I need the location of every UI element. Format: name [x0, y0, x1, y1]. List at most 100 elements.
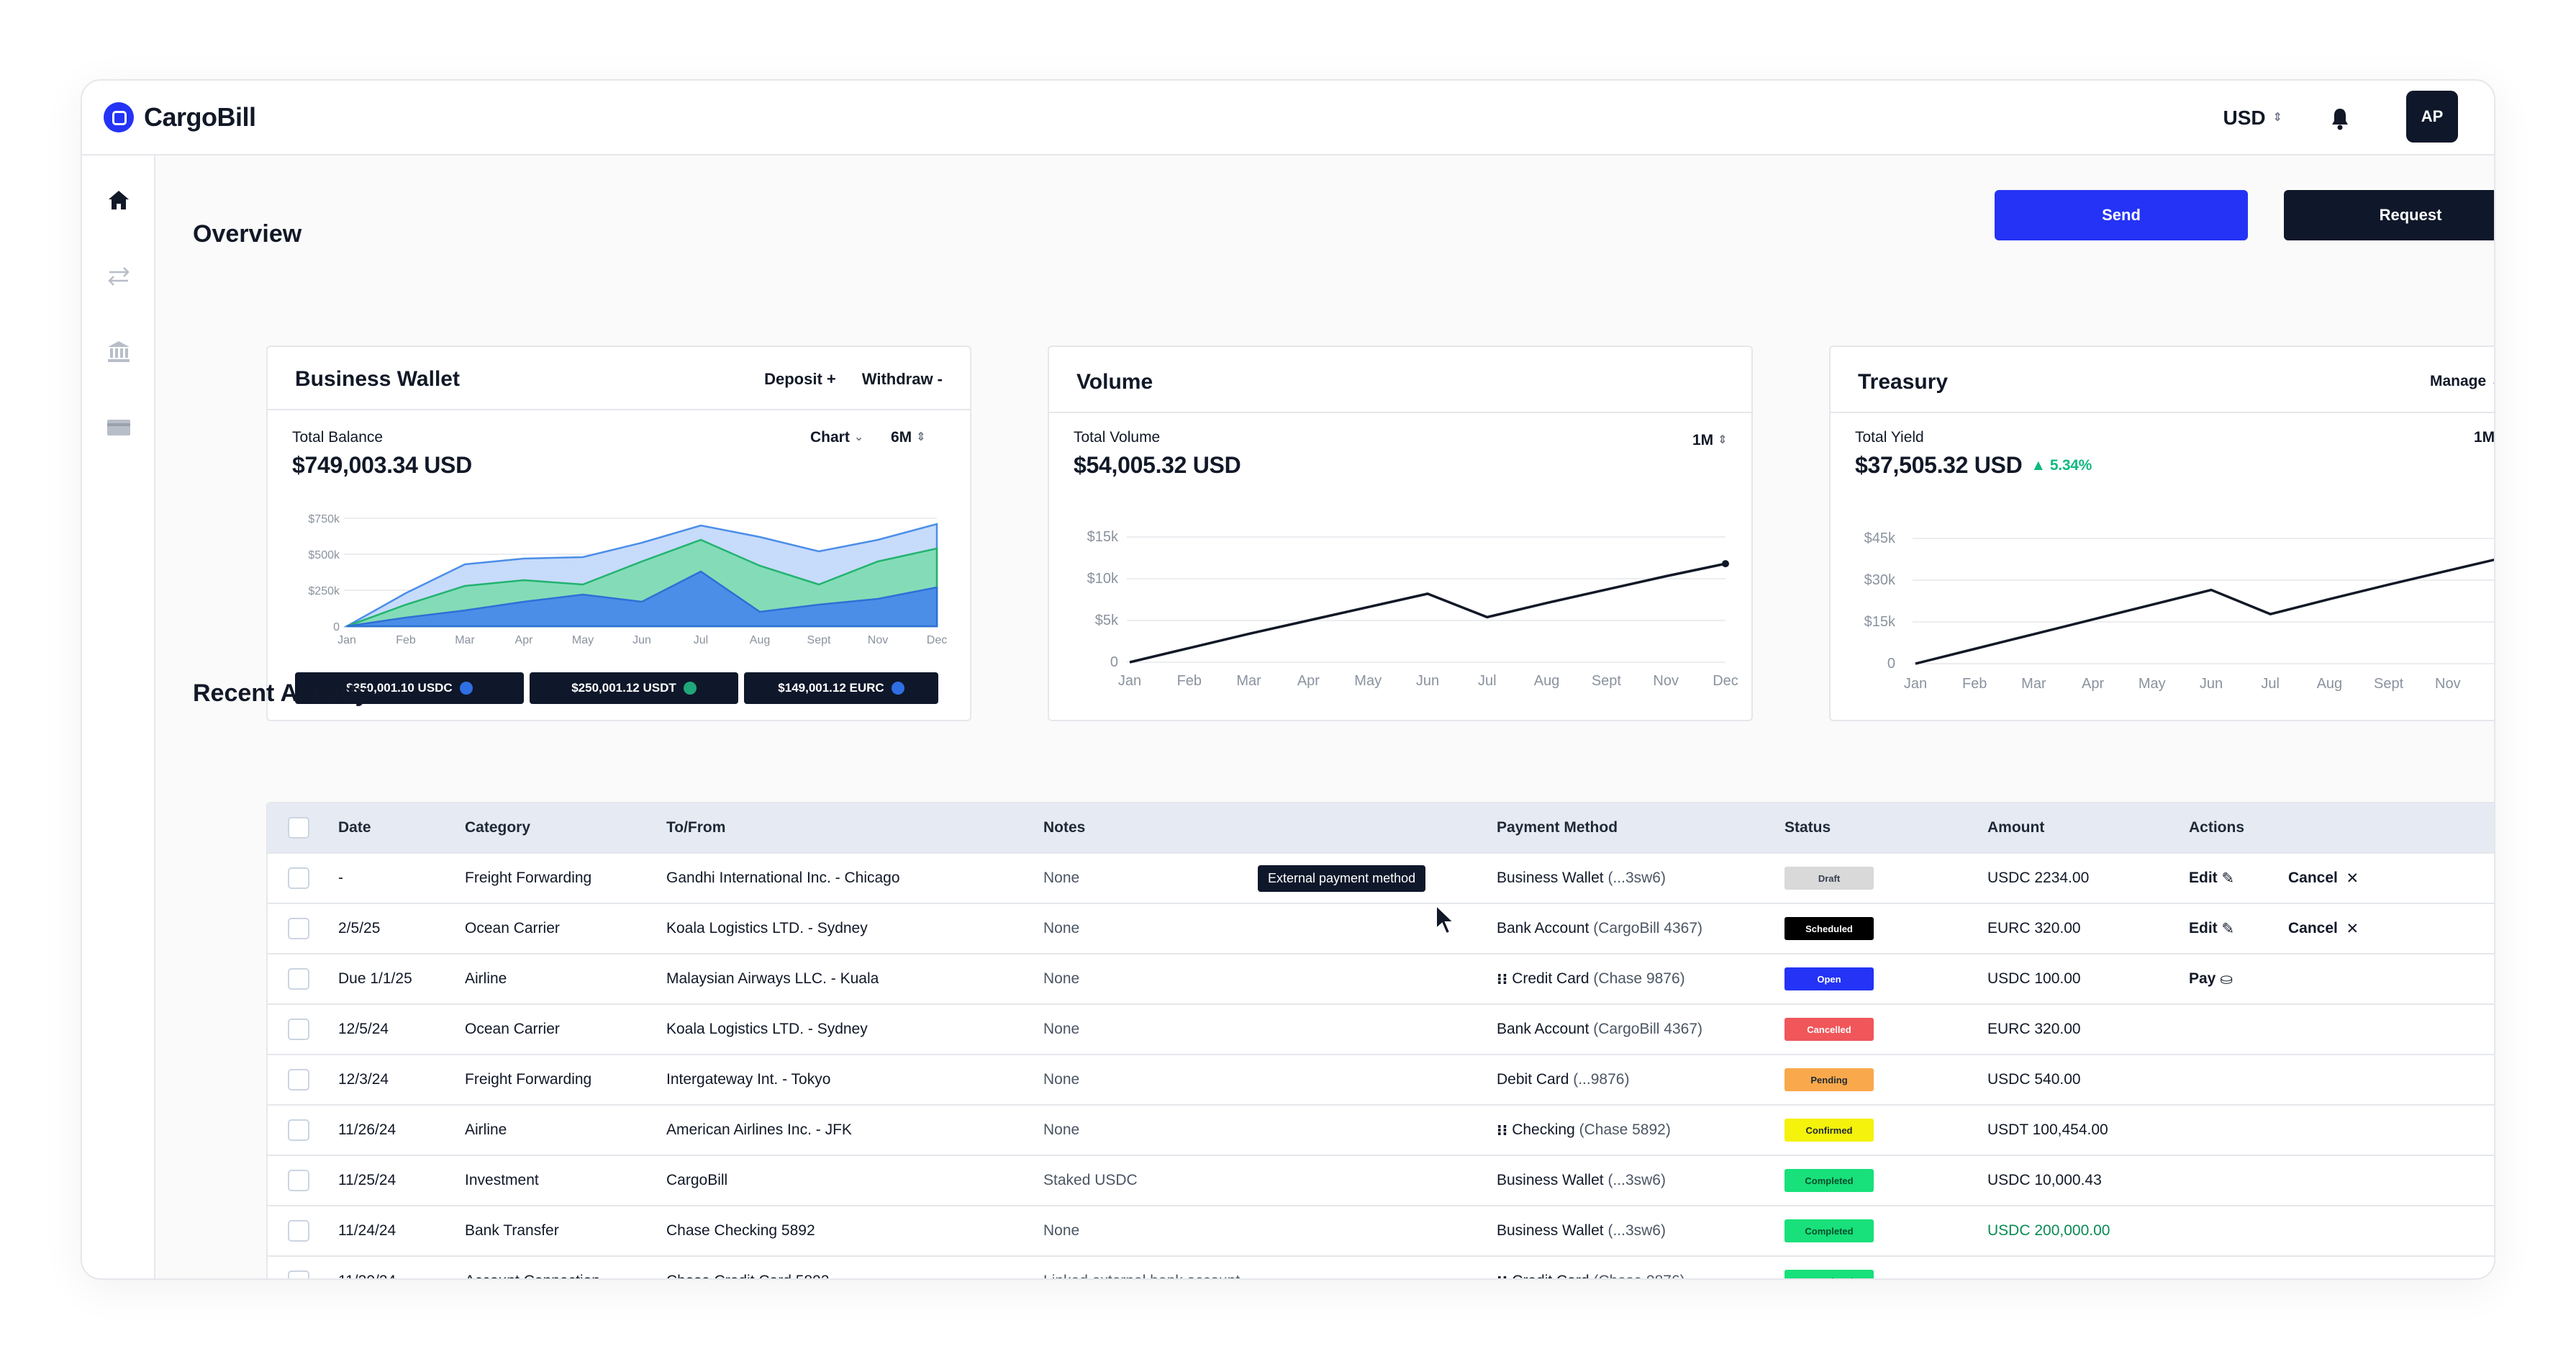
party-cell: Chase Credit Card 5892 [666, 1257, 829, 1278]
action-label: Cancel [2288, 870, 2338, 886]
row-checkbox[interactable] [288, 1055, 309, 1104]
date-cell: 11/25/24 [338, 1156, 396, 1205]
table-row[interactable]: 11/26/24 Airline American Airlines Inc. - … [268, 1104, 2494, 1155]
row-checkbox[interactable] [288, 1206, 309, 1255]
table-row[interactable]: Due 1/1/25 Airline Malaysian Airways LLC. … [268, 953, 2494, 1003]
row-checkbox[interactable] [288, 854, 309, 903]
table-row[interactable]: 11/25/24 Investment CargoBill Staked USDC Bu… [268, 1155, 2494, 1205]
date-text: 12/5/24 [338, 1021, 389, 1037]
table-row[interactable]: 11/20/24 Account Connection Chase Credit C… [268, 1255, 2494, 1278]
party-cell: Gandhi International Inc. - Chicago [666, 854, 900, 903]
table-row[interactable]: 11/24/24 Bank Transfer Chase Checking 5892… [268, 1205, 2494, 1255]
checkbox[interactable] [288, 817, 309, 839]
notes-text: None [1043, 1121, 1080, 1138]
currency-selector[interactable]: USD ⇕ [2223, 107, 2282, 130]
area-series [346, 538, 938, 628]
bank-icon[interactable] [106, 338, 132, 364]
bell-icon[interactable] [2330, 107, 2350, 131]
x-tick-label: Jun [1416, 673, 1439, 689]
row-checkbox[interactable] [288, 1106, 309, 1155]
table-row[interactable]: 12/3/24 Freight Forwarding Intergateway In… [268, 1054, 2494, 1104]
volume-value: $54,005.32 USD [1074, 452, 1241, 478]
x-tick-label: Mar [455, 634, 475, 646]
action-edit-button[interactable]: Edit ✎ [2189, 904, 2234, 953]
card-icon[interactable] [106, 415, 132, 441]
table-row[interactable]: - Freight Forwarding Gandhi International … [268, 852, 2494, 903]
wallet-balance-pill[interactable]: $350,001.10 USDC [295, 672, 524, 704]
checkbox[interactable] [288, 918, 309, 939]
checkbox[interactable] [288, 1119, 309, 1141]
notes-cell: None [1043, 854, 1079, 903]
category-text: Airline [465, 970, 507, 987]
table-row[interactable]: 2/5/25 Ocean Carrier Koala Logistics LTD. … [268, 903, 2494, 953]
status-badge: Confirmed [1784, 1119, 1874, 1142]
home-icon[interactable] [106, 187, 132, 213]
method-detail: (CargoBill 4367) [1589, 1021, 1702, 1037]
wallet-balance-pill[interactable]: $149,001.12 EURC [744, 672, 938, 704]
avatar[interactable]: AP [2406, 91, 2458, 143]
action-cancel-button[interactable]: Cancel ✕ [2288, 854, 2359, 903]
action-cancel-button[interactable]: Cancel ✕ [2288, 904, 2359, 953]
row-checkbox[interactable] [288, 1005, 309, 1054]
amount-text: EURC 320.00 [1987, 1021, 2081, 1037]
status-cell: Draft [1784, 854, 1874, 903]
chart-toggle[interactable]: Chart ⌄ [810, 429, 863, 446]
checkbox[interactable] [288, 1270, 309, 1278]
checkbox[interactable] [288, 1069, 309, 1091]
method-name: Debit Card [1497, 1071, 1569, 1088]
x-tick-label: Dec [2494, 676, 2495, 692]
range-selector[interactable]: 1M ⇕ [2474, 429, 2494, 446]
range-selector[interactable]: 1M ⇕ [1692, 432, 1728, 449]
request-button[interactable]: Request [2284, 190, 2494, 240]
amount-cell: USDC 540.00 [1987, 1055, 2081, 1104]
manage-link[interactable]: Manage → [2429, 373, 2494, 389]
row-checkbox[interactable] [288, 1257, 309, 1278]
status-badge: Draft [1784, 867, 1874, 890]
party-text: Malaysian Airways LLC. - Kuala [666, 970, 879, 987]
party-text: Intergateway Int. - Tokyo [666, 1071, 831, 1088]
action-pay-button[interactable]: Pay ⛀ [2189, 954, 2233, 1003]
category-cell: Bank Transfer [465, 1206, 559, 1255]
x-tick-label: Aug [750, 634, 770, 646]
checkbox[interactable] [288, 1019, 309, 1040]
treasury-line-chart: 0 $15k $30k $45k Jan Feb Mar Apr May Jun Jul Aug Sep… [1864, 530, 2495, 692]
send-button[interactable]: Send [1995, 190, 2248, 240]
column-header: Date [338, 819, 371, 836]
row-checkbox[interactable] [288, 1156, 309, 1205]
category-cell: Ocean Carrier [465, 904, 560, 953]
notes-cell: None [1043, 954, 1079, 1003]
withdraw-button[interactable]: Withdraw - [861, 370, 943, 388]
y-tick-label: $250k [308, 585, 340, 597]
status-cell: Pending [1784, 1055, 1874, 1104]
wallet-balance-pill[interactable]: $250,001.12 USDT [530, 672, 738, 704]
payment-method-cell: Business Wallet (...3sw6) [1497, 1156, 1666, 1205]
deposit-button[interactable]: Deposit + [764, 370, 836, 388]
checkbox[interactable] [288, 867, 309, 889]
column-header: Notes [1043, 819, 1086, 836]
select-all-checkbox[interactable] [288, 803, 309, 852]
x-tick-label: May [2139, 676, 2166, 692]
recent-activity-title: Recent Activity [193, 680, 369, 707]
line-series [1915, 558, 2494, 665]
app-name: CargoBill [144, 102, 256, 132]
checkbox[interactable] [288, 1170, 309, 1191]
amount-cell: USDC 2234.00 [1987, 854, 2089, 903]
table-row[interactable]: 12/5/24 Ocean Carrier Koala Logistics LTD.… [268, 1003, 2494, 1054]
checkbox[interactable] [288, 968, 309, 990]
logo[interactable]: CargoBill [104, 102, 256, 132]
x-tick-label: May [572, 634, 594, 646]
amount-text: USDC 200,000.00 [1987, 1222, 2110, 1239]
row-checkbox[interactable] [288, 904, 309, 953]
transfer-icon[interactable] [106, 263, 132, 289]
range-selector[interactable]: 6M ⇕ [891, 429, 926, 446]
x-tick-label: Sept [807, 634, 831, 646]
date-text: 11/24/24 [338, 1222, 396, 1239]
action-edit-button[interactable]: Edit ✎ [2189, 854, 2234, 903]
row-checkbox[interactable] [288, 954, 309, 1003]
x-tick-label: Sept [2374, 676, 2404, 692]
x-tick-label: Feb [396, 634, 416, 646]
card-header: Business Wallet Deposit + Withdraw - [268, 347, 970, 410]
checkbox[interactable] [288, 1220, 309, 1242]
date-cell: 12/3/24 [338, 1055, 389, 1104]
action-label: Edit [2189, 870, 2218, 886]
